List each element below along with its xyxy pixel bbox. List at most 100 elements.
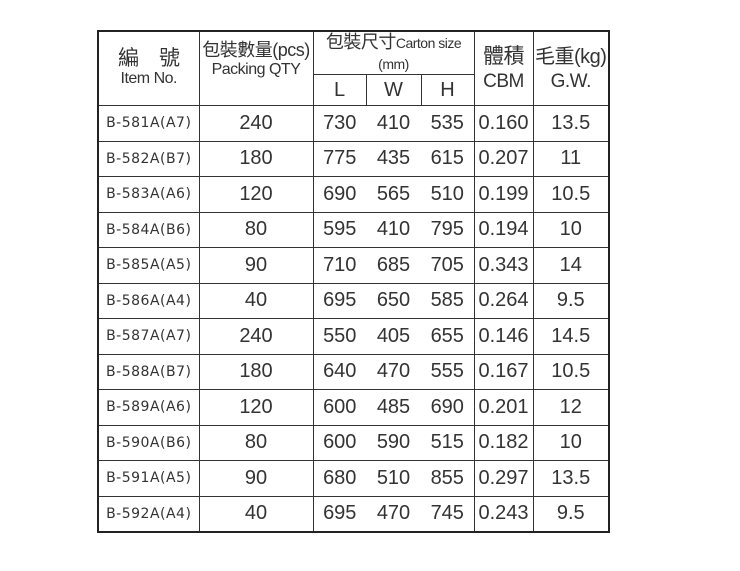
cell-gw: 10.5 (532, 353, 610, 390)
cell-h: 615 (421, 140, 475, 177)
header-qty-zh: 包裝數量(pcs) (202, 40, 310, 60)
cell-cbm: 0.194 (473, 211, 534, 248)
cell-qty: 80 (198, 211, 314, 248)
table-row: B-589A(A6) 120 600 485 690 0.201 12 (97, 389, 610, 426)
cell-l: 690 (312, 176, 366, 213)
cell-l: 730 (312, 105, 366, 142)
header-item-zh: 編 號 (118, 46, 180, 70)
cell-w: 590 (366, 424, 421, 461)
header-cbm-zh: 體積 (483, 44, 525, 68)
cell-w: 435 (366, 140, 421, 177)
table-row: B-588A(B7) 180 640 470 555 0.167 10.5 (97, 353, 610, 390)
table-row: B-581A(A7) 240 730 410 535 0.160 13.5 (97, 105, 610, 142)
table-row: B-586A(A4) 40 695 650 585 0.264 9.5 (97, 282, 610, 319)
packing-spec-table: 編 號 Item No. 包裝數量(pcs) Packing QTY 包裝尺寸C… (97, 30, 610, 533)
cell-w: 470 (366, 495, 421, 533)
cell-cbm: 0.297 (473, 460, 534, 497)
cell-item: B-583A(A6) (97, 176, 200, 213)
cell-l: 775 (312, 140, 366, 177)
cell-h: 535 (421, 105, 475, 142)
cell-w: 565 (366, 176, 421, 213)
cell-l: 710 (312, 247, 366, 284)
cell-item: B-585A(A5) (97, 247, 200, 284)
header-width: W (365, 74, 422, 106)
cell-h: 585 (421, 282, 475, 319)
cell-h: 510 (421, 176, 475, 213)
table-row: B-582A(B7) 180 775 435 615 0.207 11 (97, 140, 610, 177)
cell-h: 705 (421, 247, 475, 284)
cell-qty: 240 (198, 105, 314, 142)
cell-w: 485 (366, 389, 421, 426)
cell-gw: 9.5 (532, 282, 610, 319)
cell-l: 640 (312, 353, 366, 390)
header-length: L (312, 74, 367, 106)
cell-h: 795 (421, 211, 475, 248)
cell-gw: 13.5 (532, 105, 610, 142)
cell-item: B-592A(A4) (97, 495, 200, 533)
cell-item: B-581A(A7) (97, 105, 200, 142)
cell-h: 555 (421, 353, 475, 390)
cell-qty: 120 (198, 389, 314, 426)
cell-cbm: 0.146 (473, 318, 534, 355)
cell-item: B-587A(A7) (97, 318, 200, 355)
cell-item: B-589A(A6) (97, 389, 200, 426)
table-row: B-583A(A6) 120 690 565 510 0.199 10.5 (97, 176, 610, 213)
cell-gw: 10.5 (532, 176, 610, 213)
cell-l: 600 (312, 389, 366, 426)
cell-l: 695 (312, 495, 366, 533)
cell-gw: 14 (532, 247, 610, 284)
cell-h: 690 (421, 389, 475, 426)
header-carton-size: 包裝尺寸Carton size (mm) (312, 30, 475, 75)
cell-l: 680 (312, 460, 366, 497)
cell-gw: 10 (532, 424, 610, 461)
table-row: B-591A(A5) 90 680 510 855 0.297 13.5 (97, 460, 610, 497)
header-height: H (420, 74, 475, 106)
cell-w: 650 (366, 282, 421, 319)
header-carton-zh: 包裝尺寸 (325, 32, 397, 52)
cell-cbm: 0.201 (473, 389, 534, 426)
cell-item: B-586A(A4) (97, 282, 200, 319)
header-gw-en: G.W. (550, 70, 592, 92)
cell-qty: 240 (198, 318, 314, 355)
cell-cbm: 0.160 (473, 105, 534, 142)
header-gw-zh: 毛重(kg) (535, 45, 607, 68)
cell-l: 550 (312, 318, 366, 355)
cell-h: 855 (421, 460, 475, 497)
header-gross-weight: 毛重(kg) G.W. (532, 30, 610, 106)
cell-item: B-582A(B7) (97, 140, 200, 177)
header-qty-en: Packing QTY (211, 61, 301, 78)
cell-gw: 9.5 (532, 495, 610, 533)
cell-gw: 12 (532, 389, 610, 426)
cell-gw: 13.5 (532, 460, 610, 497)
table-row: B-590A(B6) 80 600 590 515 0.182 10 (97, 424, 610, 461)
cell-item: B-591A(A5) (97, 460, 200, 497)
header-item-no: 編 號 Item No. (97, 30, 200, 106)
table-row: B-587A(A7) 240 550 405 655 0.146 14.5 (97, 318, 610, 355)
cell-item: B-590A(B6) (97, 424, 200, 461)
header-cbm: 體積 CBM (473, 30, 534, 106)
header-cbm-en: CBM (483, 70, 524, 92)
cell-qty: 180 (198, 140, 314, 177)
cell-h: 745 (421, 495, 475, 533)
cell-l: 695 (312, 282, 366, 319)
cell-qty: 180 (198, 353, 314, 390)
cell-qty: 90 (198, 460, 314, 497)
cell-qty: 120 (198, 176, 314, 213)
cell-h: 655 (421, 318, 475, 355)
cell-w: 410 (366, 211, 421, 248)
cell-w: 405 (366, 318, 421, 355)
table-row: B-584A(B6) 80 595 410 795 0.194 10 (97, 211, 610, 248)
cell-w: 510 (366, 460, 421, 497)
cell-cbm: 0.264 (473, 282, 534, 319)
header-packing-qty: 包裝數量(pcs) Packing QTY (198, 30, 314, 106)
table-row: B-585A(A5) 90 710 685 705 0.343 14 (97, 247, 610, 284)
cell-l: 600 (312, 424, 366, 461)
cell-w: 470 (366, 353, 421, 390)
cell-cbm: 0.182 (473, 424, 534, 461)
cell-cbm: 0.243 (473, 495, 534, 533)
cell-gw: 11 (532, 140, 610, 177)
cell-l: 595 (312, 211, 366, 248)
cell-cbm: 0.207 (473, 140, 534, 177)
cell-qty: 90 (198, 247, 314, 284)
cell-qty: 40 (198, 495, 314, 533)
